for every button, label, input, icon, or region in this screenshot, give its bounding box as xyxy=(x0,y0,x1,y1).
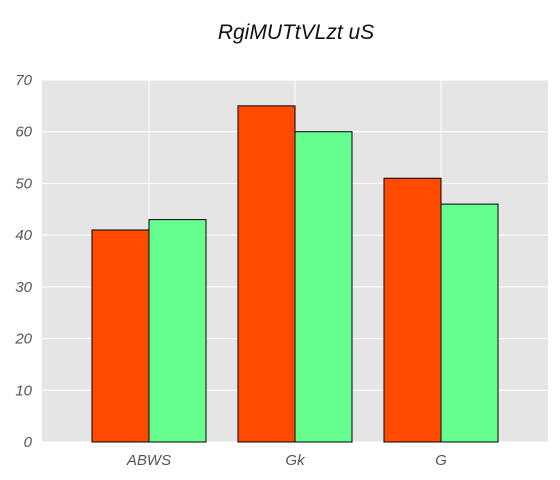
bars xyxy=(91,105,499,443)
x-axis-ticks: ABWS Gk G xyxy=(126,452,447,469)
bar-1-gk xyxy=(237,105,296,443)
chart-title: RgiMUTtVLzt uS xyxy=(218,21,374,44)
bar-2-g xyxy=(440,203,499,443)
y-tick-label: 20 xyxy=(14,331,32,348)
y-tick-label: 40 xyxy=(15,227,32,244)
bar-1-g xyxy=(383,177,442,443)
bar-2-abws xyxy=(148,219,207,443)
x-tick-label: G xyxy=(435,452,447,469)
y-tick-label: 60 xyxy=(15,124,32,141)
y-tick-label: 70 xyxy=(15,72,32,89)
y-tick-label: 0 xyxy=(24,434,33,451)
y-axis-ticks: 0 10 20 30 40 50 60 70 xyxy=(14,72,32,451)
y-tick-label: 50 xyxy=(15,175,32,192)
bar-1-abws xyxy=(91,229,150,443)
bar-2-gk xyxy=(294,131,353,443)
x-tick-label: Gk xyxy=(285,452,306,469)
y-tick-label: 30 xyxy=(15,279,32,296)
y-tick-label: 10 xyxy=(15,382,32,399)
x-tick-label: ABWS xyxy=(126,452,171,469)
